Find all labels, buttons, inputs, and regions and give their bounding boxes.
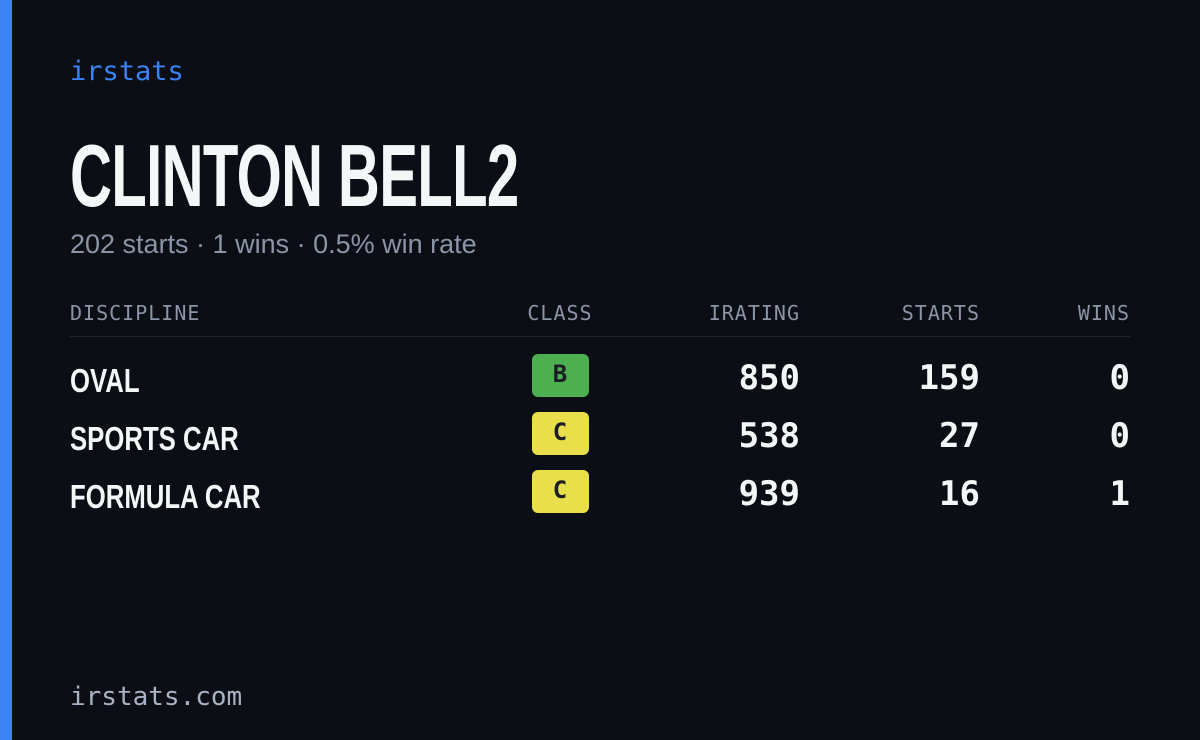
- irating-value: 850: [738, 358, 800, 398]
- class-badge: B: [531, 354, 589, 397]
- irating-value: 939: [738, 474, 800, 514]
- brand: irstats: [70, 56, 184, 87]
- starts-value: 27: [939, 416, 980, 456]
- class-badge: C: [531, 470, 589, 513]
- column-header: IRATING: [708, 301, 800, 325]
- column-header: WINS: [1077, 301, 1130, 325]
- wins-value: 0: [1109, 358, 1130, 398]
- column-header: DISCIPLINE: [70, 301, 201, 325]
- header-rule: [70, 336, 1130, 337]
- summary: 202 starts · 1 wins · 0.5% win rate: [70, 229, 477, 259]
- footer: irstats.com: [70, 682, 243, 712]
- irating-value: 538: [738, 416, 800, 456]
- driver-name: CLINTON BELL2: [70, 126, 519, 225]
- starts-value: 159: [918, 358, 980, 398]
- wins-value: 0: [1109, 416, 1130, 456]
- accent-bar: [0, 0, 12, 740]
- discipline: OVAL: [70, 362, 140, 399]
- column-header: CLASS: [527, 301, 593, 325]
- class-badge: C: [531, 412, 589, 455]
- starts-value: 16: [939, 474, 980, 514]
- wins-value: 1: [1109, 474, 1130, 514]
- discipline: SPORTS CAR: [70, 420, 239, 457]
- column-header: STARTS: [901, 301, 980, 325]
- discipline: FORMULA CAR: [70, 478, 261, 515]
